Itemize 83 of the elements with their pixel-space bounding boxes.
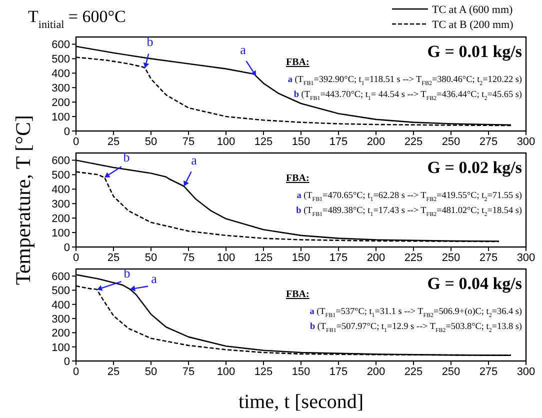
text: a (T$_{FB1}$=392.90°C; t$_{1}$=118.51 s --> T$_{FB2}$=380.46°C; t$_{2}$=120.22 s) (288, 74, 522, 87)
x-tick-label: 75 (182, 136, 195, 148)
x-tick-label: 100 (216, 366, 236, 378)
annotation: FBA: (286, 289, 310, 300)
x-tick-label: 150 (292, 136, 310, 148)
y-tick-label: 400 (52, 184, 70, 196)
annotation: b (124, 266, 130, 281)
y-tick-label: 100 (52, 111, 70, 124)
annotation: G = 0.01 kg/s (427, 42, 522, 61)
x-tick-label: 200 (366, 252, 386, 264)
y-tick-label: 400 (52, 299, 70, 312)
x-tick-label: 50 (144, 366, 158, 378)
y-tick-label: 300 (52, 313, 70, 326)
y-tick-label: 600 (52, 39, 70, 52)
x-tick-label: 175 (329, 136, 348, 148)
x-tick-label: 150 (292, 366, 310, 378)
x-tick-label: 0 (72, 252, 80, 264)
y-axis-title: Temperature, T [°C] (11, 114, 35, 286)
x-tick-label: 200 (366, 136, 386, 148)
x-tick-label: 300 (516, 136, 536, 148)
y-tick-label: 600 (52, 270, 70, 283)
x-tick-label: 125 (254, 136, 273, 148)
x-tick-label: 175 (329, 252, 348, 264)
annotation: FBA: (286, 173, 310, 184)
chart-title: T$_{initial}$ = 600°C (28, 7, 126, 31)
x-tick-label: 100 (216, 252, 236, 264)
x-tick-label: 250 (442, 136, 460, 148)
text: b (T$_{FB1}$=507.97°C; t$_{1}$=12.9 s --> T$_{FB2}$=503.8°C; t$_{2}$=13.8 s) (310, 321, 522, 334)
x-tick-label: 300 (516, 366, 536, 378)
x-tick-label: 275 (479, 366, 498, 378)
y-tick-label: 300 (52, 82, 70, 95)
x-tick-label: 300 (516, 252, 536, 264)
x-tick-label: 250 (442, 366, 460, 378)
y-tick-label: 0 (64, 242, 70, 254)
x-tick-label: 100 (216, 136, 236, 148)
x-tick-label: 275 (479, 252, 498, 264)
y-tick-label: 200 (52, 96, 70, 109)
x-tick-label: 200 (366, 366, 386, 378)
annotation: a (191, 152, 198, 168)
y-tick-label: 100 (52, 227, 70, 240)
x-tick-label: 225 (404, 366, 423, 378)
x-tick-label: 225 (404, 252, 423, 264)
text: a (T$_{FB1}$=470.65°C; t$_{1}$=62.28 s --> T$_{FB2}$=419.55°C; t$_{2}$=71.55 s) (296, 190, 522, 203)
x-tick-label: 50 (144, 252, 158, 264)
x-tick-label: 50 (144, 136, 158, 148)
annotation: a (240, 42, 246, 58)
annotation: G = 0.04 kg/s (427, 274, 522, 293)
x-tick-label: 175 (329, 366, 348, 378)
y-tick-label: 200 (52, 212, 70, 225)
annotation: b (123, 149, 130, 164)
x-tick-label: 75 (182, 366, 195, 378)
y-tick-label: 500 (52, 285, 70, 298)
x-tick-label: 25 (107, 366, 120, 378)
y-tick-label: 500 (52, 54, 70, 66)
legend-label: TC at B (200 mm) (432, 19, 514, 31)
y-tick-label: 0 (64, 126, 70, 138)
x-tick-label: 125 (254, 366, 273, 378)
y-tick-label: 0 (64, 356, 70, 368)
annotation: a (151, 271, 158, 286)
y-tick-label: 500 (52, 170, 70, 182)
annotation: FBA: (286, 57, 310, 68)
x-tick-label: 25 (107, 136, 120, 148)
annotation: G = 0.02 kg/s (427, 158, 522, 177)
annotation: b (146, 34, 154, 49)
x-tick-label: 25 (107, 252, 120, 264)
y-tick-label: 100 (52, 342, 70, 354)
y-tick-label: 200 (52, 328, 70, 340)
x-tick-label: 0 (72, 136, 80, 148)
text: a (T$_{FB1}$=537°C; t$_{1}$=31.1 s --> T$_{FB2}$=506.9+(o)C; t$_{2}$=36.4 s) (310, 306, 522, 319)
x-tick-label: 75 (182, 252, 195, 264)
y-tick-label: 400 (52, 68, 70, 80)
text: b (T$_{FB1}$=443.70°C; t$_{1}$= 44.54 s --> T$_{FB2}$=436.44°C; t$_{2}$=45.65 s) (294, 89, 522, 102)
x-tick-label: 275 (479, 136, 498, 148)
legend-label: TC at A (600 mm) (432, 4, 513, 16)
x-tick-label: 125 (254, 252, 273, 264)
y-tick-label: 600 (52, 155, 70, 168)
x-tick-label: 250 (442, 252, 460, 264)
x-tick-label: 150 (292, 252, 310, 264)
x-axis-title: time, t [second] (238, 391, 364, 413)
text: b (T$_{FB1}$=489.38°C; t$_{1}$=17.43 s --> T$_{FB2}$=481.02°C; t$_{2}$=18.54 s) (296, 205, 522, 218)
x-tick-label: 225 (404, 136, 423, 148)
x-tick-label: 0 (72, 366, 80, 378)
y-tick-label: 300 (52, 198, 70, 211)
